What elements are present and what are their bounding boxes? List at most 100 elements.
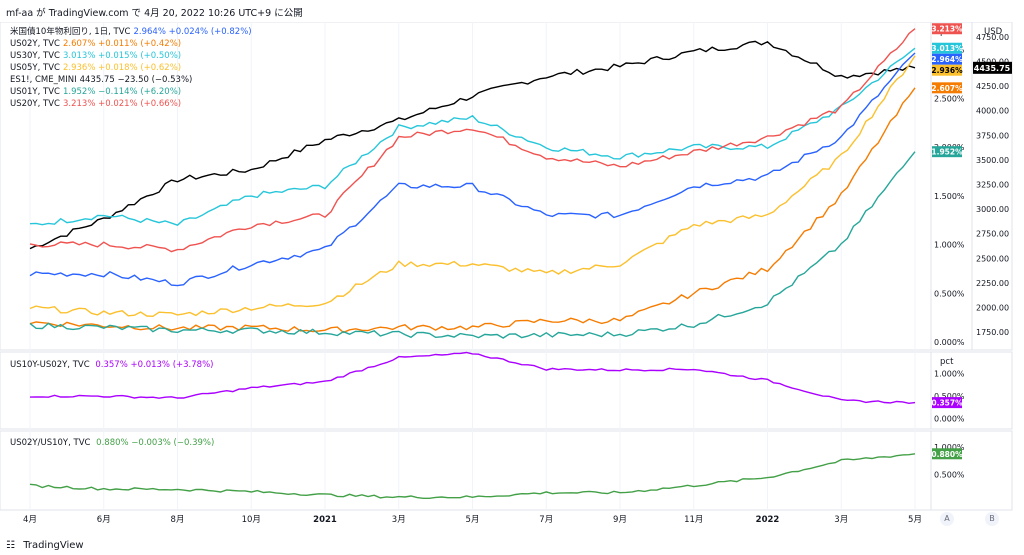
legend-row: US02Y, TVC 2.607% +0.011% (+0.42%) xyxy=(10,38,255,50)
pct-tick-label: 0.500% xyxy=(934,392,965,401)
last-value-text: 2.964% xyxy=(931,55,963,64)
pane-border-2 xyxy=(0,351,1013,430)
tradingview-footer[interactable]: ☷ TradingView xyxy=(6,540,84,551)
legend-series-values: 1.952% −0.114% (+6.20%) xyxy=(62,87,182,97)
usd-tick-label: 3250.00 xyxy=(976,181,1009,190)
series-line xyxy=(29,87,916,334)
pane2-legend-name: US10Y-US02Y, TVC xyxy=(10,360,90,370)
axis-button-b[interactable]: B xyxy=(985,512,999,526)
legend-row: US30Y, TVC 3.013% +0.015% (+0.50%) xyxy=(10,50,255,62)
x-tick-label: 3月 xyxy=(834,515,848,525)
usd-tick-label: 2500.00 xyxy=(976,254,1009,263)
x-tick-label: 5月 xyxy=(908,515,922,525)
usd-tick-label: 2750.00 xyxy=(976,230,1009,239)
series-line xyxy=(29,52,916,287)
pane-border-3 xyxy=(0,430,1013,511)
legend-series-name: 米国債10年物利回り, 1日, TVC xyxy=(10,27,131,37)
last-value-text: 4435.75 xyxy=(974,64,1011,73)
series-line xyxy=(29,151,916,339)
pct-tick-label: 1.000% xyxy=(934,241,965,250)
x-tick-label: 6月 xyxy=(97,515,111,525)
chart-svg[interactable]: 4月 6月 8月 10月 2021 3月 5月 7月 9月 11月 2022 3月 5月 0.000% 0.… xyxy=(0,21,1024,532)
legend-series-values: 3.013% +0.015% (+0.50%) xyxy=(62,51,182,61)
legend-series-values: 2.607% +0.011% (+0.42%) xyxy=(62,39,182,49)
x-tick-label: 9月 xyxy=(613,515,627,525)
last-value-tag xyxy=(932,64,962,76)
series-line xyxy=(29,351,916,405)
legend-series-name: ES1!, CME_MINI xyxy=(10,75,77,85)
series-line xyxy=(29,55,916,318)
series-line xyxy=(29,40,916,250)
x-tick-label: 11月 xyxy=(684,515,703,525)
legend-row: US20Y, TVC 3.213% +0.021% (+0.66%) xyxy=(10,98,255,110)
last-value-tag xyxy=(932,42,962,54)
legend-row: US01Y, TVC 1.952% −0.114% (+6.20%) xyxy=(10,86,255,98)
usd-unit-label: USD xyxy=(984,27,1003,37)
pct-unit-label: pct xyxy=(940,357,954,367)
last-value-text: 0.880% xyxy=(931,450,963,459)
series-line xyxy=(29,453,916,499)
x-tick-label: 2021 xyxy=(313,515,337,525)
usd-tick-label: 4000.00 xyxy=(976,107,1009,116)
last-value-text: 0.357% xyxy=(931,399,963,408)
legend-row: 米国債10年物利回り, 1日, TVC 2.964% +0.024% (+0.82… xyxy=(10,26,255,38)
last-value-tag xyxy=(973,61,1012,74)
x-tick-label: 4月 xyxy=(23,515,37,525)
pct-tick-label: 0.000% xyxy=(934,338,965,347)
series-line xyxy=(29,28,916,253)
legend-series-values: 3.213% +0.021% (+0.66%) xyxy=(62,99,182,109)
legend-series-values: 2.936% +0.018% (+0.62%) xyxy=(62,63,182,73)
x-tick-label: 10月 xyxy=(242,515,261,525)
legend-series-name: US20Y, TVC xyxy=(10,99,60,109)
last-value-text: 3.013% xyxy=(931,44,963,53)
last-value-text: 1.952% xyxy=(931,148,963,157)
legend-series-name: US02Y, TVC xyxy=(10,39,60,49)
last-value-tag xyxy=(932,397,962,409)
last-value-tag xyxy=(932,146,962,158)
usd-tick-label: 4250.00 xyxy=(976,82,1009,91)
usd-tick-label: 1750.00 xyxy=(976,328,1009,337)
legend-row: US05Y, TVC 2.936% +0.018% (+0.62%) xyxy=(10,62,255,74)
last-value-text: 3.213% xyxy=(931,25,963,34)
axis-button-a[interactable]: A xyxy=(940,512,954,526)
last-value-tag xyxy=(932,53,962,65)
pct-tick-label: 0.500% xyxy=(934,471,965,480)
legend-series-name: US30Y, TVC xyxy=(10,51,60,61)
pane2-legend: US10Y-US02Y, TVC 0.357% +0.013% (+3.78%) xyxy=(10,359,216,371)
last-value-tag xyxy=(932,82,962,94)
main-legend: 米国債10年物利回り, 1日, TVC 2.964% +0.024% (+0.82… xyxy=(10,26,255,110)
x-tick-label: 8月 xyxy=(171,515,185,525)
legend-series-values: 2.964% +0.024% (+0.82%) xyxy=(133,27,252,37)
pane3-legend-name: US02Y/US10Y, TVC xyxy=(10,438,91,448)
pane-border-1 xyxy=(0,21,1013,351)
pct-tick-label: 0.500% xyxy=(934,289,965,298)
pane3-legend: US02Y/US10Y, TVC 0.880% −0.003% (−0.39%) xyxy=(10,437,217,449)
x-tick-label: 7月 xyxy=(539,515,553,525)
usd-tick-label: 3750.00 xyxy=(976,131,1009,140)
last-value-text: 2.936% xyxy=(931,66,963,75)
x-tick-label: 3月 xyxy=(392,515,406,525)
last-value-tag xyxy=(932,448,962,460)
legend-row: ES1!, CME_MINI 4435.75 −23.50 (−0.53%) xyxy=(10,74,255,86)
last-value-tag xyxy=(932,23,962,35)
pane2-legend-values: 0.357% +0.013% (+3.78%) xyxy=(95,360,214,370)
legend-series-values: 4435.75 −23.50 (−0.53%) xyxy=(79,75,193,85)
pct-tick-label: 1.500% xyxy=(934,192,965,201)
usd-tick-label: 4750.00 xyxy=(976,33,1009,42)
legend-series-name: US05Y, TVC xyxy=(10,63,60,73)
publish-info: mf-aa が TradingView.com で 4月 20, 2022 10… xyxy=(6,8,303,19)
usd-tick-label: 2250.00 xyxy=(976,279,1009,288)
usd-tick-label: 3000.00 xyxy=(976,205,1009,214)
x-tick-label: 5月 xyxy=(466,515,480,525)
pct-tick-label: 2.500% xyxy=(934,94,965,103)
last-value-text: 2.607% xyxy=(931,84,963,93)
usd-tick-label: 3500.00 xyxy=(976,156,1009,165)
pct-tick-label: 1.000% xyxy=(934,443,965,452)
tradingview-brand: TradingView xyxy=(23,540,84,551)
chart-frame: 4月 6月 8月 10月 2021 3月 5月 7月 9月 11月 2022 3月 5月 0.000% 0.… xyxy=(0,21,1024,532)
pct-tick-label: 0.000% xyxy=(934,415,965,424)
x-tick-label: 2022 xyxy=(756,515,780,525)
series-line xyxy=(29,47,916,226)
legend-series-name: US01Y, TVC xyxy=(10,87,60,97)
pane3-legend-values: 0.880% −0.003% (−0.39%) xyxy=(96,438,215,448)
